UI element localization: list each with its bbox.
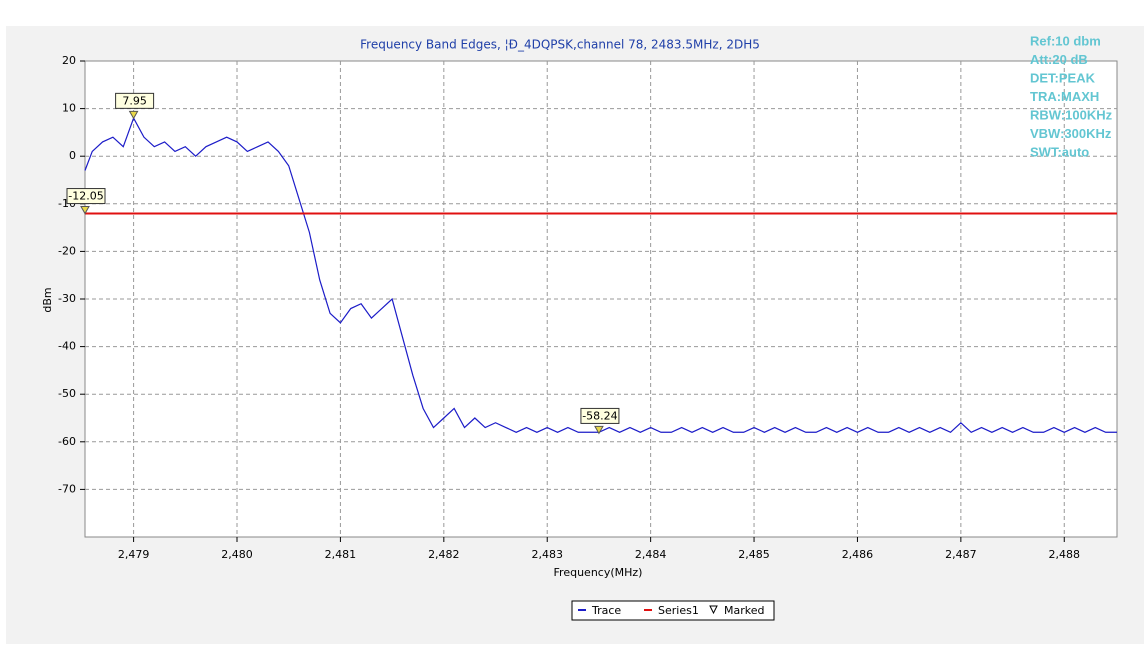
x-tick-label: 2,481 xyxy=(325,548,357,561)
y-tick-label: 0 xyxy=(69,149,76,162)
info-line: TRA:MAXH xyxy=(1030,89,1099,104)
marker xyxy=(594,425,604,435)
marker xyxy=(80,206,90,215)
info-line: Att:20 dB xyxy=(1030,52,1088,67)
marker-label: -12.05 xyxy=(68,190,103,203)
x-tick-label: 2,487 xyxy=(945,548,977,561)
x-tick-label: 2,488 xyxy=(1049,548,1081,561)
x-tick-label: 2,479 xyxy=(118,548,150,561)
info-line: DET:PEAK xyxy=(1030,70,1096,85)
info-line: RBW:100KHz xyxy=(1030,107,1113,122)
y-tick-label: -50 xyxy=(58,387,76,400)
legend-label: Marked xyxy=(724,604,764,617)
legend xyxy=(571,600,775,621)
marker xyxy=(128,110,139,120)
legend-label: Series1 xyxy=(658,604,699,617)
info-line: Ref:10 dbm xyxy=(1030,33,1101,48)
marker-label-box xyxy=(115,92,155,109)
x-tick-label: 2,482 xyxy=(428,548,460,561)
y-tick-label: -60 xyxy=(58,435,76,448)
y-tick-label: -40 xyxy=(58,340,76,353)
info-line: SWT:auto xyxy=(1030,144,1089,159)
x-tick-label: 2,484 xyxy=(635,548,667,561)
x-tick-label: 2,480 xyxy=(221,548,253,561)
marker-label-box xyxy=(580,407,620,424)
y-tick-label: 20 xyxy=(62,54,76,67)
chart-title: Frequency Band Edges, ¦Ð_4DQPSK,channel … xyxy=(360,38,760,52)
marker-label-box xyxy=(66,188,106,205)
y-tick-label: -20 xyxy=(58,244,76,257)
legend-label: Trace xyxy=(591,604,621,617)
y-axis-label: dBm xyxy=(41,287,54,312)
legend-swatch xyxy=(709,605,718,615)
y-tick-label: 10 xyxy=(62,102,76,115)
y-tick-label: -70 xyxy=(58,482,76,495)
x-tick-label: 2,486 xyxy=(842,548,874,561)
y-tick-label: -30 xyxy=(58,292,76,305)
marker-label: -58.24 xyxy=(582,409,617,422)
x-axis-label: Frequency(MHz) xyxy=(554,566,643,579)
x-tick-label: 2,485 xyxy=(738,548,770,561)
info-line: VBW:300KHz xyxy=(1030,126,1112,141)
marker-label: 7.95 xyxy=(122,94,147,107)
x-tick-label: 2,483 xyxy=(531,548,563,561)
